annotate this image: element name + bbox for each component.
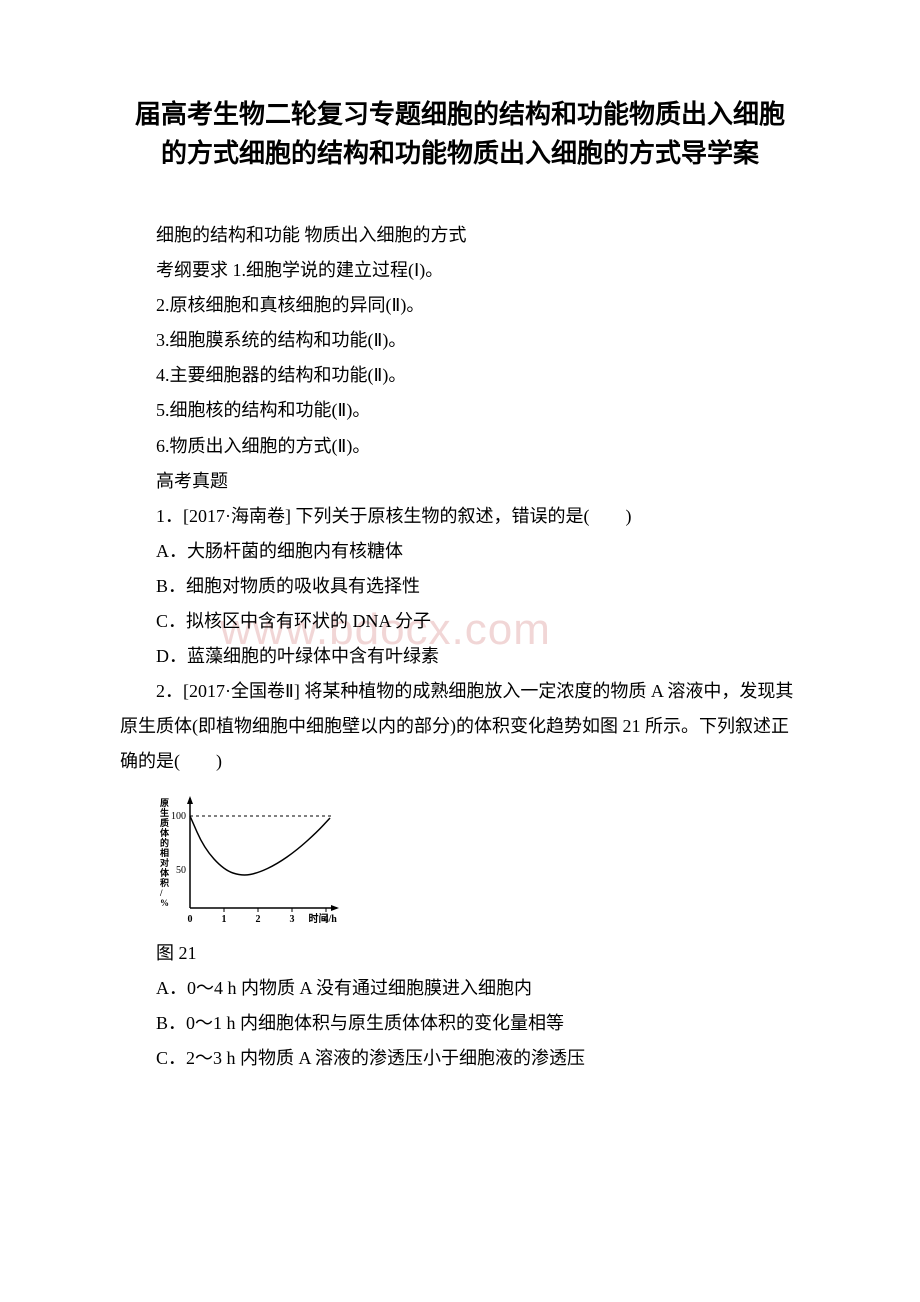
svg-text:相: 相 bbox=[160, 847, 169, 858]
svg-text:体: 体 bbox=[160, 827, 170, 838]
svg-text:50: 50 bbox=[176, 865, 186, 876]
line-chart-svg: 5010001234时间/h原生质体的相对体积/% bbox=[152, 788, 342, 928]
figure-caption: 图 21 bbox=[120, 936, 800, 971]
svg-text:积: 积 bbox=[160, 877, 169, 888]
svg-text:质: 质 bbox=[160, 817, 169, 828]
svg-text:/: / bbox=[159, 888, 163, 898]
question-2: 2．[2017·全国卷Ⅱ] 将某种植物的成熟细胞放入一定浓度的物质 A 溶液中，… bbox=[120, 674, 800, 779]
svg-text:%: % bbox=[160, 898, 169, 908]
question-2-option-b: B．0～1 h 内细胞体积与原生质体体积的变化量相等 bbox=[120, 1006, 800, 1041]
svg-text:原: 原 bbox=[160, 798, 169, 808]
body-text: 4.主要细胞器的结构和功能(Ⅱ)。 bbox=[120, 358, 800, 393]
svg-text:的: 的 bbox=[160, 837, 169, 848]
svg-text:2: 2 bbox=[256, 914, 261, 925]
body-text: 3.细胞膜系统的结构和功能(Ⅱ)。 bbox=[120, 323, 800, 358]
question-1-option-c: C．拟核区中含有环状的 DNA 分子 bbox=[120, 604, 800, 639]
svg-text:体: 体 bbox=[160, 867, 170, 878]
body-text: 细胞的结构和功能 物质出入细胞的方式 bbox=[120, 218, 800, 253]
question-2-option-c: C．2～3 h 内物质 A 溶液的渗透压小于细胞液的渗透压 bbox=[120, 1041, 800, 1076]
svg-text:时间/h: 时间/h bbox=[309, 912, 338, 925]
svg-text:3: 3 bbox=[290, 914, 295, 925]
question-2-option-a: A．0～4 h 内物质 A 没有通过细胞膜进入细胞内 bbox=[120, 971, 800, 1006]
body-text: 2.原核细胞和真核细胞的异同(Ⅱ)。 bbox=[120, 288, 800, 323]
svg-text:对: 对 bbox=[160, 857, 169, 868]
question-1-option-b: B．细胞对物质的吸收具有选择性 bbox=[120, 569, 800, 604]
svg-text:100: 100 bbox=[171, 811, 186, 822]
question-1-option-d: D．蓝藻细胞的叶绿体中含有叶绿素 bbox=[120, 639, 800, 674]
question-1: 1．[2017·海南卷] 下列关于原核生物的叙述，错误的是( ) bbox=[120, 499, 800, 534]
figure-21-chart: 5010001234时间/h原生质体的相对体积/% bbox=[152, 788, 800, 928]
title-line-1: 届高考生物二轮复习专题细胞的结构和功能物质出入细胞 bbox=[135, 99, 785, 129]
body-text: 高考真题 bbox=[120, 464, 800, 499]
document-title: 届高考生物二轮复习专题细胞的结构和功能物质出入细胞 的方式细胞的结构和功能物质出… bbox=[120, 95, 800, 173]
svg-text:0: 0 bbox=[188, 914, 193, 925]
question-1-option-a: A．大肠杆菌的细胞内有核糖体 bbox=[120, 534, 800, 569]
body-text: 5.细胞核的结构和功能(Ⅱ)。 bbox=[120, 393, 800, 428]
body-text: 6.物质出入细胞的方式(Ⅱ)。 bbox=[120, 429, 800, 464]
svg-text:1: 1 bbox=[222, 914, 227, 925]
svg-text:生: 生 bbox=[160, 807, 169, 818]
body-text: 考纲要求 1.细胞学说的建立过程(Ⅰ)。 bbox=[120, 253, 800, 288]
title-line-2: 的方式细胞的结构和功能物质出入细胞的方式导学案 bbox=[161, 138, 759, 168]
